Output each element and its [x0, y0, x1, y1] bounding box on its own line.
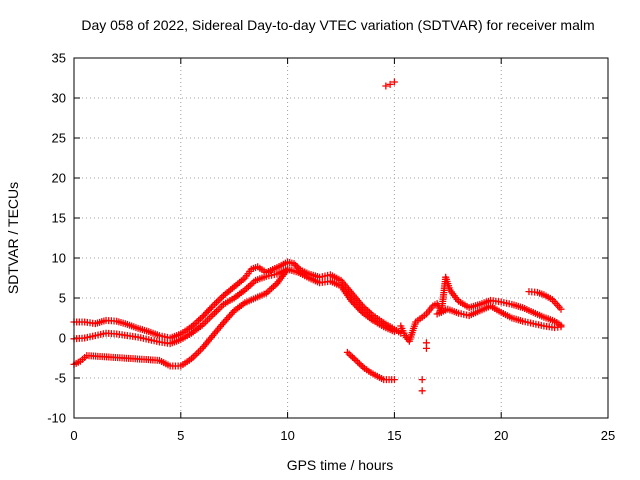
data-point — [216, 304, 224, 312]
x-tick-label: 5 — [177, 428, 184, 443]
data-point — [355, 360, 363, 368]
data-point — [206, 305, 214, 313]
data-point — [418, 387, 426, 395]
grid-lines — [74, 58, 608, 418]
data-point — [218, 293, 226, 301]
data-point — [390, 328, 398, 336]
y-tick-label: 30 — [52, 91, 66, 106]
data-point — [355, 305, 363, 313]
data-point — [390, 78, 398, 86]
data-point — [204, 307, 212, 315]
data-point — [211, 309, 219, 317]
data-point — [352, 356, 360, 364]
data-point — [203, 308, 211, 316]
data-point — [246, 281, 254, 289]
data-point — [193, 350, 201, 358]
data-point — [189, 353, 197, 361]
data-point — [352, 302, 360, 310]
y-tick-label: 25 — [52, 131, 66, 146]
data-point — [284, 265, 292, 273]
data-point — [386, 80, 394, 88]
data-point — [266, 286, 274, 294]
x-tick-label: 10 — [280, 428, 294, 443]
data-point — [191, 351, 199, 359]
data-point — [201, 310, 209, 318]
plot-frame — [73, 57, 609, 419]
data-point — [348, 297, 356, 305]
data-point — [269, 283, 277, 291]
y-tick-label: -10 — [47, 411, 66, 426]
y-tick-label: 15 — [52, 211, 66, 226]
data-point — [195, 348, 203, 356]
x-tick-label: 25 — [601, 428, 615, 443]
data-point — [244, 283, 252, 291]
data-point — [271, 281, 279, 289]
data-point — [211, 300, 219, 308]
data-point — [212, 307, 220, 315]
data-point — [248, 280, 256, 288]
data-point — [390, 376, 398, 384]
y-tick-label: 10 — [52, 251, 66, 266]
x-tick-label: 0 — [70, 428, 77, 443]
data-point — [207, 304, 215, 312]
y-tick-label: 0 — [59, 331, 66, 346]
data-point — [345, 350, 353, 358]
data-point — [198, 313, 206, 321]
data-point — [557, 323, 565, 331]
data-point — [418, 376, 426, 384]
data-point — [343, 348, 351, 356]
y-tick-label: 20 — [52, 171, 66, 186]
y-axis-label: SDTVAR / TECUs — [5, 182, 21, 294]
data-point — [357, 361, 365, 369]
data-point — [268, 284, 276, 292]
data-point — [216, 295, 224, 303]
data-point — [349, 353, 357, 361]
data-point — [196, 346, 204, 354]
y-tick-label: -5 — [54, 371, 66, 386]
y-tick-label: 5 — [59, 291, 66, 306]
data-point — [354, 358, 362, 366]
data-point — [360, 304, 368, 312]
data-point — [193, 318, 201, 326]
x-tick-label: 20 — [494, 428, 508, 443]
data-point — [354, 304, 362, 312]
data-point — [557, 305, 565, 313]
chart-title: Day 058 of 2022, Sidereal Day-to-day VTE… — [81, 17, 594, 33]
data-point — [200, 312, 208, 320]
data-point — [293, 263, 301, 271]
data-point — [382, 82, 390, 90]
data-point — [292, 261, 300, 269]
data-point — [212, 299, 220, 307]
data-point — [214, 306, 222, 314]
data-point — [422, 344, 430, 352]
x-tick-label: 15 — [387, 428, 401, 443]
scatter-points — [70, 78, 565, 395]
y-tick-label: 35 — [52, 51, 66, 66]
data-point — [351, 300, 359, 308]
data-point — [350, 355, 358, 363]
x-axis-label: GPS time / hours — [287, 457, 394, 473]
data-point — [290, 260, 298, 268]
data-point — [214, 297, 222, 305]
data-point — [349, 299, 357, 307]
axis-ticks: 0 5 10 15 20 25 -10 -5 0 5 10 15 20 25 30 35 — [47, 51, 615, 444]
data-point — [347, 352, 355, 360]
